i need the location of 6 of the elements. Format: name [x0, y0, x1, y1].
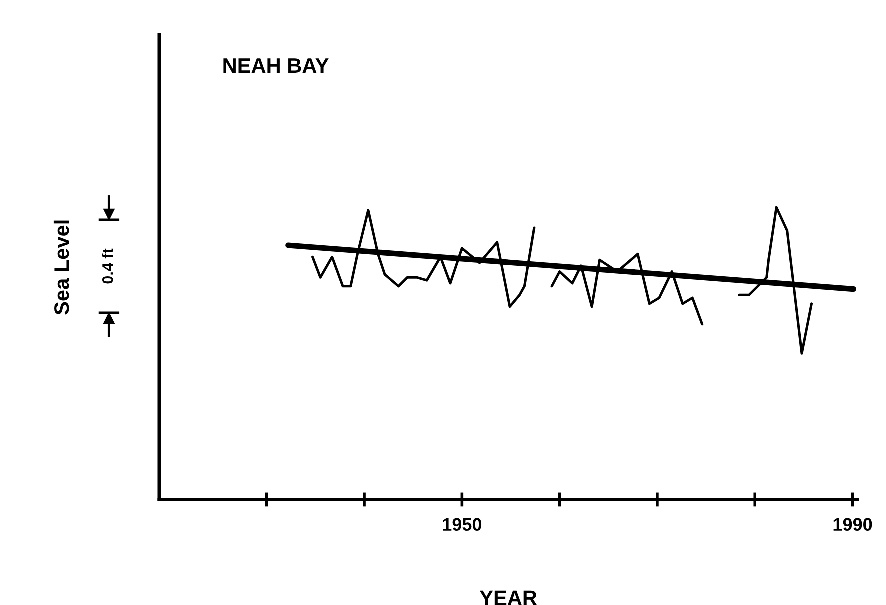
y-axis-title: Sea Level — [54, 220, 70, 315]
chart-title: NEAH BAY — [224, 58, 329, 73]
x-tick-label: 1950 — [443, 518, 482, 532]
x-axis-title: YEAR — [480, 590, 538, 605]
x-tick-label: 1990 — [834, 518, 872, 532]
text: 0.4 ft — [102, 248, 114, 284]
